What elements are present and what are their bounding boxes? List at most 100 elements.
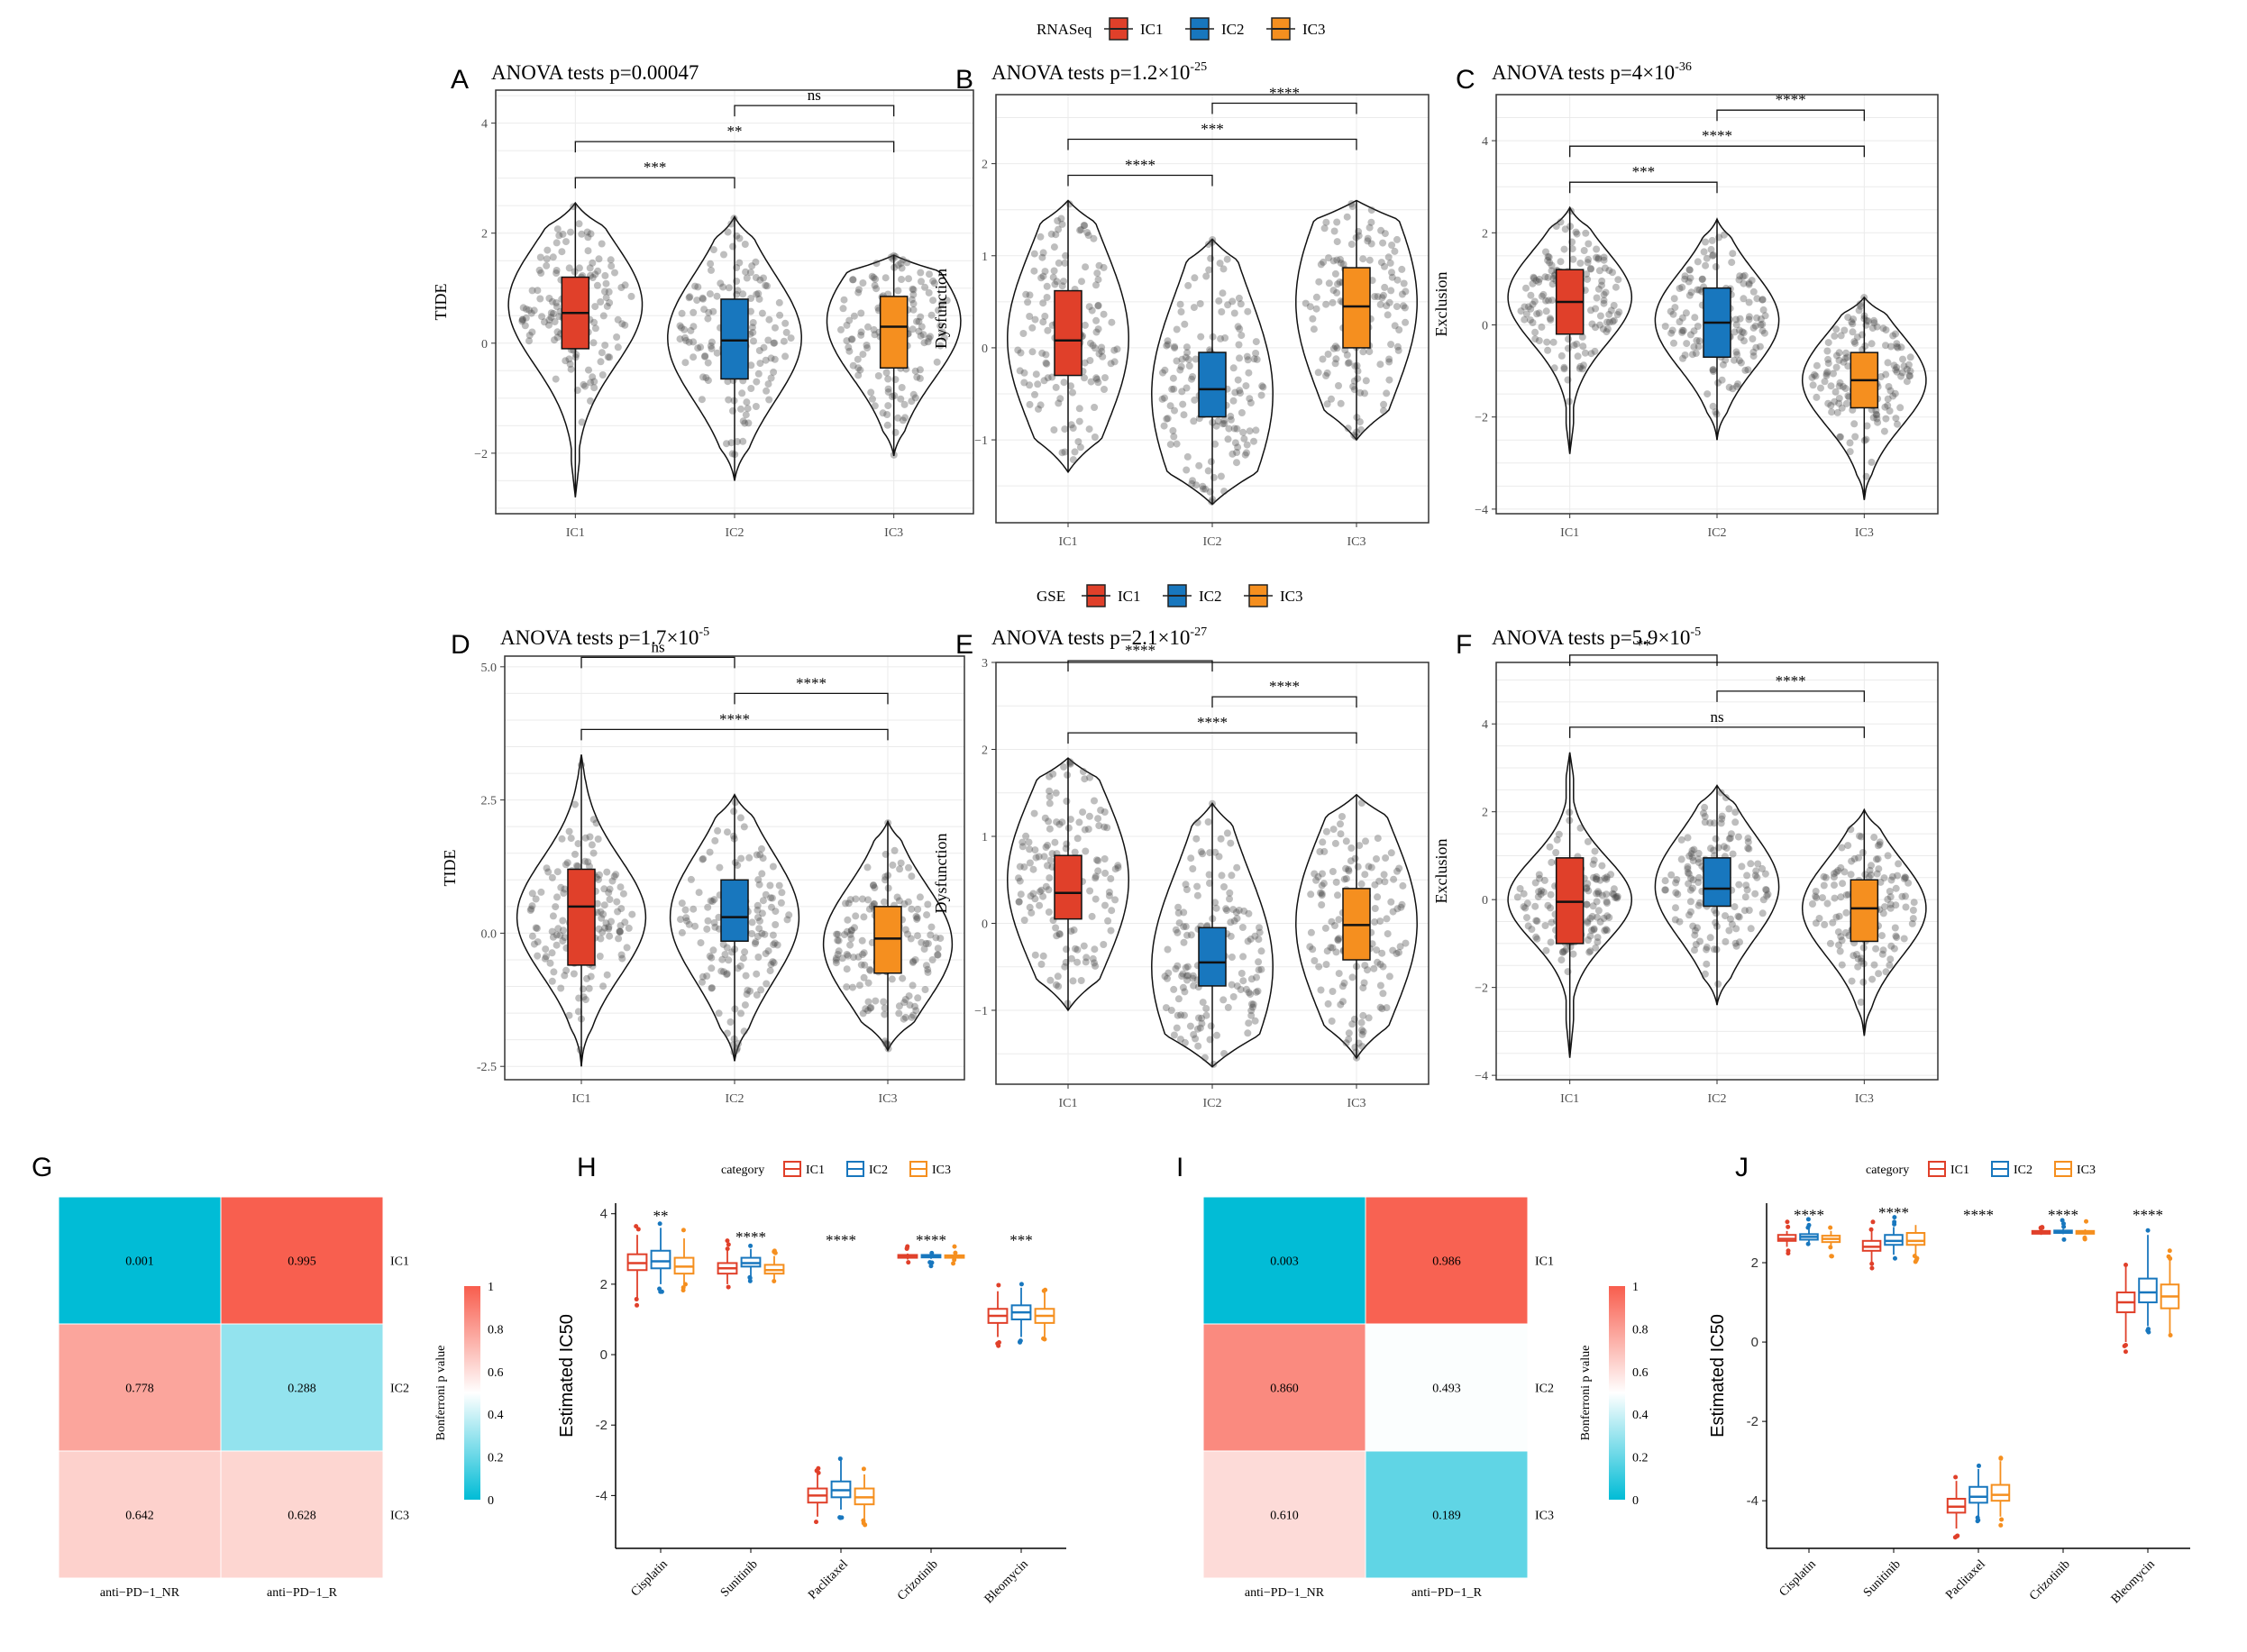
violin-ic3: [826, 254, 962, 457]
legend-label: IC1: [806, 1164, 825, 1177]
data-point: [1901, 873, 1909, 881]
data-point: [880, 998, 888, 1006]
data-point: [872, 285, 881, 293]
data-point: [1612, 894, 1620, 902]
data-point: [548, 927, 556, 936]
data-point: [543, 864, 551, 872]
data-point: [1039, 952, 1047, 960]
data-point: [1385, 972, 1393, 981]
x-tick-label: IC3: [1855, 526, 1874, 540]
data-point: [690, 323, 698, 331]
data-point: [845, 347, 854, 355]
data-point: [1190, 417, 1198, 425]
data-point: [1241, 451, 1249, 459]
data-point: [1256, 924, 1263, 932]
data-point: [1210, 473, 1218, 481]
data-point: [781, 352, 790, 361]
data-point: [897, 395, 905, 403]
data-point: [1330, 227, 1338, 235]
data-point: [1880, 427, 1888, 435]
data-point: [1580, 247, 1588, 254]
data-point: [1022, 290, 1030, 298]
data-point: [1744, 835, 1752, 843]
data-point: [558, 835, 566, 843]
data-point: [912, 912, 920, 920]
data-point: [562, 357, 570, 365]
times-sign: ×10: [1658, 626, 1690, 649]
data-point: [1082, 958, 1090, 966]
data-point: [1245, 989, 1253, 997]
data-point: [581, 996, 589, 1004]
data-point: [897, 859, 905, 867]
data-point: [1542, 307, 1550, 315]
data-point: [1605, 318, 1613, 326]
data-point: [871, 899, 878, 908]
x-tick-label: IC2: [1708, 1092, 1727, 1106]
data-point: [553, 868, 562, 876]
data-point: [528, 287, 536, 295]
data-point: [552, 375, 560, 383]
data-point: [881, 876, 889, 884]
data-point: [1046, 856, 1055, 864]
data-point: [783, 916, 791, 924]
data-point: [1754, 860, 1762, 868]
data-point: [1588, 912, 1596, 920]
data-point: [1095, 350, 1103, 358]
data-point: [1089, 342, 1097, 350]
data-point: [1520, 903, 1528, 911]
data-point: [1683, 340, 1691, 348]
colorbar-tick-label: 0: [488, 1494, 494, 1508]
data-point: [1350, 431, 1358, 439]
data-point: [776, 311, 784, 319]
data-point: [1868, 458, 1876, 466]
box-ic2: [1198, 351, 1227, 418]
data-point: [1687, 908, 1694, 916]
data-point: [1365, 863, 1373, 871]
data-point: [770, 339, 778, 347]
significance-label: ***: [1632, 163, 1656, 180]
y-tick-label: 2: [600, 1277, 607, 1292]
data-point: [1756, 342, 1764, 351]
data-point: [685, 338, 693, 346]
data-point: [1247, 975, 1256, 983]
data-point: [1736, 272, 1744, 280]
data-point: [565, 827, 573, 835]
data-point: [1239, 977, 1247, 985]
data-point: [1694, 258, 1702, 266]
data-point: [1546, 259, 1554, 267]
data-point: [1224, 301, 1232, 309]
data-point: [1904, 361, 1913, 369]
data-point: [1181, 320, 1189, 328]
data-point: [1244, 937, 1252, 945]
data-point: [752, 403, 760, 410]
data-point: [618, 954, 626, 963]
data-point: [553, 941, 561, 949]
data-point: [605, 889, 613, 897]
data-point: [1231, 388, 1239, 397]
data-point: [1536, 874, 1543, 882]
data-point: [846, 930, 854, 938]
data-point: [834, 936, 842, 945]
significance-bracket: [734, 105, 895, 117]
data-point: [1748, 277, 1756, 285]
data-point: [543, 246, 552, 254]
data-point: [883, 1041, 891, 1048]
data-point: [1823, 899, 1831, 908]
data-point: [1183, 931, 1191, 939]
outlier-point: [2082, 1237, 2087, 1242]
data-point: [1337, 1000, 1345, 1009]
data-point: [1892, 884, 1900, 892]
data-point: [1837, 433, 1844, 441]
data-point: [909, 285, 917, 293]
data-point: [1235, 341, 1243, 349]
colorbar-title: Bonferroni p value: [1579, 1346, 1593, 1441]
data-point: [1169, 426, 1177, 434]
data-point: [753, 378, 761, 386]
y-tick-label: −4: [1475, 1070, 1488, 1083]
data-point: [851, 924, 858, 932]
data-point: [864, 323, 872, 331]
data-point: [1030, 267, 1038, 275]
data-point: [1376, 300, 1384, 308]
data-point: [1022, 832, 1030, 840]
outlier-point: [1975, 1519, 1980, 1524]
